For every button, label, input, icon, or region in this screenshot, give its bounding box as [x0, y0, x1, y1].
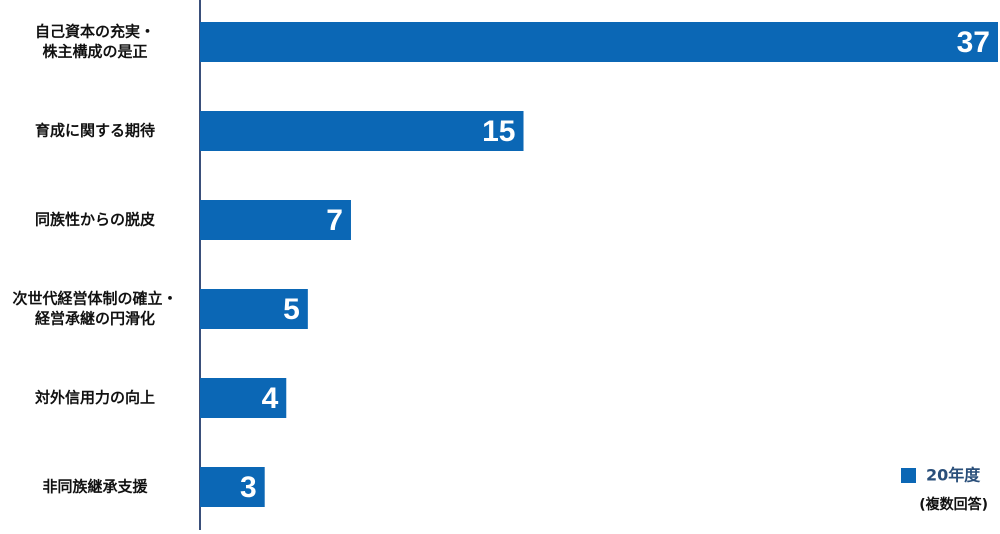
category-label: 対外信用力の向上 [34, 389, 155, 407]
value-label: 7 [326, 204, 343, 237]
value-label: 15 [482, 115, 515, 148]
note: (複数回答) [919, 496, 988, 513]
category-label: 株主構成の是正 [42, 43, 147, 61]
bar [200, 111, 524, 151]
category-label: 自己資本の充実・ [35, 23, 155, 41]
value-label: 5 [283, 293, 300, 326]
legend-label: 20年度 [926, 466, 981, 485]
bar [200, 22, 998, 62]
bar [200, 378, 287, 418]
legend-swatch [901, 468, 916, 483]
category-label: 経営承継の円滑化 [35, 310, 155, 328]
value-label: 4 [262, 382, 279, 415]
bar [200, 467, 265, 507]
category-label: 非同族継承支援 [42, 478, 148, 496]
bar [200, 289, 308, 329]
category-label: 次世代経営体制の確立・ [12, 290, 177, 308]
bar [200, 200, 351, 240]
category-label: 同族性からの脱皮 [35, 211, 155, 229]
value-label: 3 [240, 471, 257, 504]
value-label: 37 [957, 26, 990, 59]
category-label: 育成に関する期待 [35, 122, 155, 140]
